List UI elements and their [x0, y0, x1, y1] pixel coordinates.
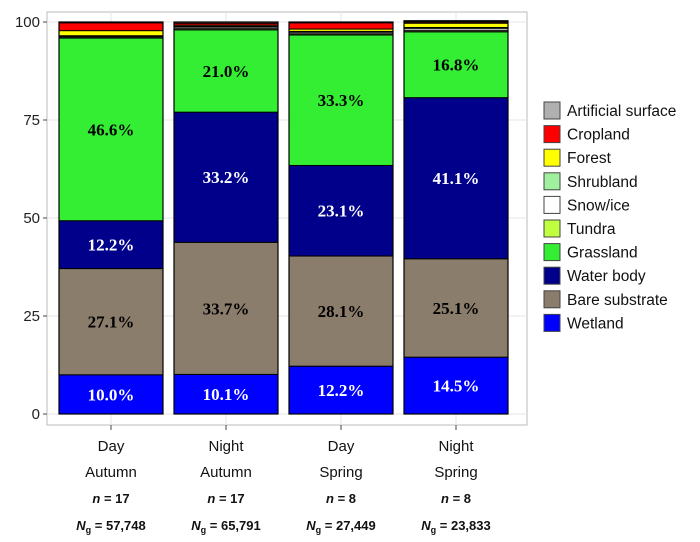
data-label-wetland: 10.1% [203, 385, 250, 404]
data-label-grassland: 46.6% [88, 120, 135, 139]
legend-swatch-snow-ice [543, 195, 561, 214]
data-label-wetland: 10.0% [88, 385, 135, 404]
bar-segment-forest [58, 30, 164, 37]
sample-size-ng: Ng = 65,791 [191, 518, 260, 535]
bar-segment-wetland [173, 373, 279, 415]
x-category-line1: Day [98, 438, 125, 455]
segment-labels: 10.0% 27.1% 12.2% 46.6% 10.1% 33.7% 33.2% 21.0%… [88, 56, 480, 405]
data-label-water-body: 33.2% [203, 168, 250, 187]
x-category-line2: Autumn [200, 464, 252, 481]
bar-segment-water-body [58, 220, 164, 270]
bar-segment-cropland [288, 22, 394, 30]
data-label-bare-substrate: 33.7% [203, 299, 250, 318]
y-tick-label: 100 [15, 14, 40, 31]
sample-size-n: n = 17 [92, 491, 129, 506]
bar-segment-grassland [403, 31, 509, 99]
data-label-bare-substrate: 25.1% [433, 299, 480, 318]
bar-segment-cropland [58, 22, 164, 32]
data-label-bare-substrate: 28.1% [318, 302, 365, 321]
legend-swatch-shrubland [543, 172, 561, 191]
sample-size-n: n = 17 [207, 491, 244, 506]
legend-label-water-body: Water body [567, 268, 646, 285]
sample-size-n: n = 8 [441, 491, 471, 506]
y-axis: 0 25 50 75 100 [15, 14, 47, 423]
y-tick-label: 50 [23, 210, 40, 227]
bar-outline [403, 20, 509, 415]
y-tick-label: 25 [23, 308, 40, 325]
sample-size-ng: Ng = 27,449 [306, 518, 375, 535]
x-category-line2: Spring [434, 464, 477, 481]
bar-segment-forest [403, 22, 509, 28]
legend-swatch-bare-substrate [543, 290, 561, 309]
bar-segment-grassland [173, 29, 279, 113]
bar-outline [58, 21, 164, 415]
data-label-grassland: 21.0% [203, 62, 250, 81]
data-label-water-body: 12.2% [88, 236, 135, 255]
data-label-grassland: 16.8% [433, 56, 480, 75]
data-label-water-body: 23.1% [318, 202, 365, 221]
legend-swatch-tundra [543, 219, 561, 238]
x-category-line2: Spring [319, 464, 362, 481]
data-label-water-body: 41.1% [433, 169, 480, 188]
data-label-wetland: 14.5% [433, 377, 480, 396]
y-tick-label: 0 [32, 406, 40, 423]
x-axis-categories: Day Autumn n = 17 Ng = 57,748 Night Autumn n =… [76, 438, 490, 535]
x-category-line1: Night [208, 438, 244, 455]
legend-label-forest: Forest [567, 150, 612, 167]
legend-label-shrubland: Shrubland [567, 174, 638, 191]
data-label-wetland: 12.2% [318, 381, 365, 400]
bar-segment-water-body [403, 97, 509, 260]
sample-size-n: n = 8 [326, 491, 356, 506]
x-category-line1: Night [438, 438, 474, 455]
legend-swatch-cropland [543, 125, 561, 144]
x-category-line1: Day [328, 438, 355, 455]
legend-swatch-artificial-surface [543, 101, 561, 120]
legend-label-wetland: Wetland [567, 315, 624, 332]
sample-size-ng: Ng = 57,748 [76, 518, 145, 535]
bar-segment-water-body [173, 111, 279, 243]
bar-outline [173, 21, 279, 415]
legend-label-cropland: Cropland [567, 127, 630, 144]
y-tick-label: 75 [23, 112, 40, 129]
legend-label-tundra: Tundra [567, 221, 616, 238]
legend-swatch-water-body [543, 266, 561, 285]
legend-label-bare-substrate: Bare substrate [567, 292, 668, 309]
legend-swatch-grassland [543, 243, 561, 262]
legend: Artificial surface Cropland Forest Shrublan… [543, 101, 676, 332]
bar-segment-bare-substrate [403, 258, 509, 358]
legend-label-artificial-surface: Artificial surface [567, 103, 676, 120]
legend-label-grassland: Grassland [567, 245, 638, 262]
bar-segment-grassland [288, 34, 394, 166]
x-category-line2: Autumn [85, 464, 137, 481]
bar-outline [288, 21, 394, 415]
legend-swatch-forest [543, 148, 561, 167]
bar-segment-bare-substrate [173, 241, 279, 375]
data-label-grassland: 33.3% [318, 91, 365, 110]
bars [58, 20, 509, 415]
legend-label-snow-ice: Snow/ice [567, 197, 630, 214]
sample-size-ng: Ng = 23,833 [421, 518, 490, 535]
legend-swatch-wetland [543, 313, 561, 332]
data-label-bare-substrate: 27.1% [88, 313, 135, 332]
